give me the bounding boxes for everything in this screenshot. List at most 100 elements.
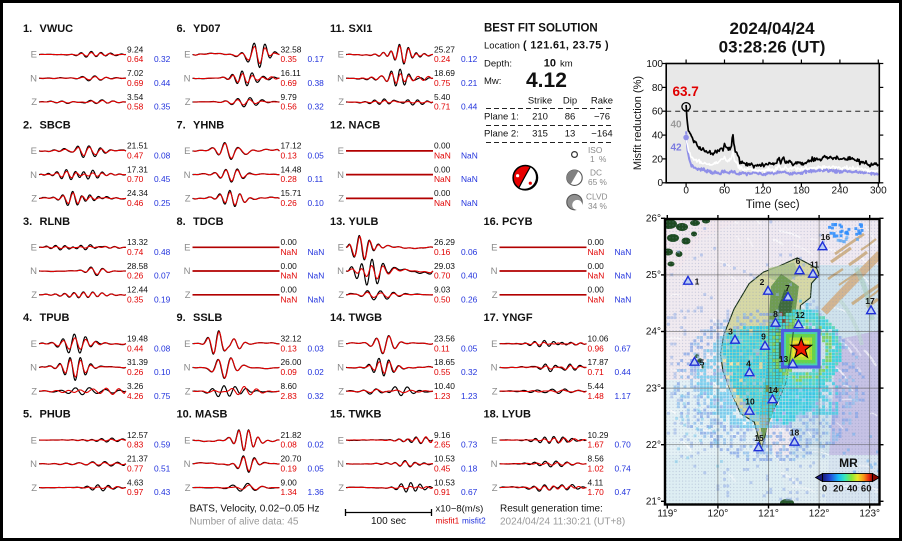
svg-text:4.12: 4.12 (526, 69, 567, 92)
svg-text:1.17: 1.17 (615, 391, 632, 401)
svg-text:11.: 11. (330, 23, 345, 35)
svg-text:8.: 8. (177, 216, 186, 228)
svg-text:18.: 18. (484, 409, 499, 421)
svg-text:3: 3 (728, 327, 733, 337)
svg-text:10.40: 10.40 (434, 381, 455, 391)
svg-text:42: 42 (671, 143, 683, 154)
svg-text:YULB: YULB (349, 216, 379, 228)
svg-text:0.74: 0.74 (615, 463, 632, 473)
svg-text:BATS, Velocity, 0.02−0.05 Hz: BATS, Velocity, 0.02−0.05 Hz (190, 504, 320, 515)
svg-text:13: 13 (779, 354, 789, 364)
svg-text:5: 5 (700, 358, 705, 368)
svg-text:E: E (31, 435, 37, 446)
svg-text:21.82: 21.82 (281, 430, 302, 440)
svg-text:7.02: 7.02 (127, 68, 144, 78)
svg-text:0.13: 0.13 (281, 343, 298, 353)
svg-text:x10−8(m/s): x10−8(m/s) (436, 504, 484, 515)
svg-text:0.11: 0.11 (434, 343, 450, 353)
svg-text:10: 10 (745, 397, 755, 407)
svg-text:E: E (31, 339, 37, 350)
svg-text:123°: 123° (859, 509, 880, 520)
svg-text:0: 0 (822, 484, 827, 495)
svg-text:Misfit reduction (%): Misfit reduction (%) (632, 76, 644, 170)
svg-text:120: 120 (755, 186, 772, 197)
svg-text:0.69: 0.69 (127, 78, 144, 88)
svg-text:NaN: NaN (615, 247, 632, 257)
svg-text:0.24: 0.24 (434, 54, 451, 64)
svg-text:8: 8 (773, 309, 778, 319)
svg-text:E: E (184, 50, 190, 61)
svg-text:4.26: 4.26 (127, 391, 144, 401)
svg-text:NaN: NaN (461, 198, 478, 208)
svg-text:65 %: 65 % (588, 177, 608, 187)
svg-text:NaN: NaN (281, 247, 298, 257)
svg-text:N: N (30, 73, 37, 84)
svg-text:13.32: 13.32 (127, 237, 148, 247)
svg-text:2.65: 2.65 (434, 440, 451, 450)
svg-text:31.39: 31.39 (127, 357, 148, 367)
svg-text:NaN: NaN (588, 247, 605, 257)
svg-text:0.08: 0.08 (281, 440, 298, 450)
svg-text:N: N (337, 73, 344, 84)
svg-text:16.11: 16.11 (281, 68, 302, 78)
svg-text:0.43: 0.43 (154, 487, 171, 497)
svg-text:Z: Z (492, 290, 498, 301)
svg-text:9.16: 9.16 (434, 430, 451, 440)
svg-text:N: N (337, 266, 344, 277)
svg-text:10.06: 10.06 (588, 334, 609, 344)
svg-text:100: 100 (646, 59, 663, 70)
svg-text:Z: Z (31, 97, 37, 108)
svg-text:Z: Z (492, 386, 498, 397)
svg-text:10.29: 10.29 (588, 430, 609, 440)
svg-text:Z: Z (338, 194, 344, 205)
svg-text:0.00: 0.00 (281, 285, 298, 295)
svg-text:E: E (338, 435, 344, 446)
svg-text:1.23: 1.23 (461, 391, 478, 401)
svg-text:18.65: 18.65 (434, 357, 455, 367)
svg-text:0.13: 0.13 (281, 151, 298, 161)
svg-text:0.47: 0.47 (127, 151, 144, 161)
svg-text:15.: 15. (330, 409, 345, 421)
svg-text:0.18: 0.18 (461, 463, 478, 473)
svg-text:N: N (184, 266, 191, 277)
svg-text:0.32: 0.32 (461, 367, 478, 377)
svg-text:0.19: 0.19 (154, 294, 171, 304)
svg-text:16: 16 (821, 232, 831, 242)
svg-text:17.12: 17.12 (281, 141, 302, 151)
svg-text:9: 9 (761, 332, 766, 342)
svg-text:−164: −164 (591, 129, 612, 140)
svg-text:misfit2: misfit2 (462, 517, 486, 526)
svg-text:86: 86 (565, 112, 576, 123)
svg-text:N: N (337, 363, 344, 374)
svg-text:NaN: NaN (308, 247, 325, 257)
svg-text:Dip: Dip (563, 96, 577, 107)
svg-text:0.00: 0.00 (588, 237, 605, 247)
svg-text:10.53: 10.53 (434, 454, 455, 464)
svg-text:NaN: NaN (588, 271, 605, 281)
svg-text:0.71: 0.71 (588, 367, 605, 377)
svg-text:Z: Z (185, 194, 191, 205)
svg-text:0.05: 0.05 (308, 151, 325, 161)
svg-text:YHNB: YHNB (193, 119, 224, 131)
svg-text:0.02: 0.02 (308, 440, 325, 450)
svg-text:0.19: 0.19 (281, 463, 298, 473)
svg-text:2024/04/24 11:30:21 (UT+8): 2024/04/24 11:30:21 (UT+8) (500, 517, 625, 528)
svg-text:10.53: 10.53 (434, 477, 455, 487)
svg-text:0.70: 0.70 (615, 440, 632, 450)
svg-text:Z: Z (185, 97, 191, 108)
svg-text:0.00: 0.00 (588, 261, 605, 271)
svg-text:E: E (184, 146, 190, 157)
svg-text:0.67: 0.67 (461, 487, 478, 497)
svg-text:26°: 26° (646, 214, 661, 225)
svg-text:0.71: 0.71 (434, 102, 451, 112)
svg-text:0.00: 0.00 (281, 261, 298, 271)
svg-text:14.: 14. (330, 312, 345, 324)
svg-text:NaN: NaN (588, 294, 605, 304)
svg-text:0.75: 0.75 (434, 78, 451, 88)
svg-text:NaN: NaN (434, 151, 451, 161)
svg-text:34 %: 34 % (588, 201, 608, 211)
svg-text:40: 40 (652, 131, 664, 142)
svg-text:MASB: MASB (195, 409, 227, 421)
svg-text:12.: 12. (330, 119, 345, 131)
svg-text:1.70: 1.70 (588, 487, 605, 497)
